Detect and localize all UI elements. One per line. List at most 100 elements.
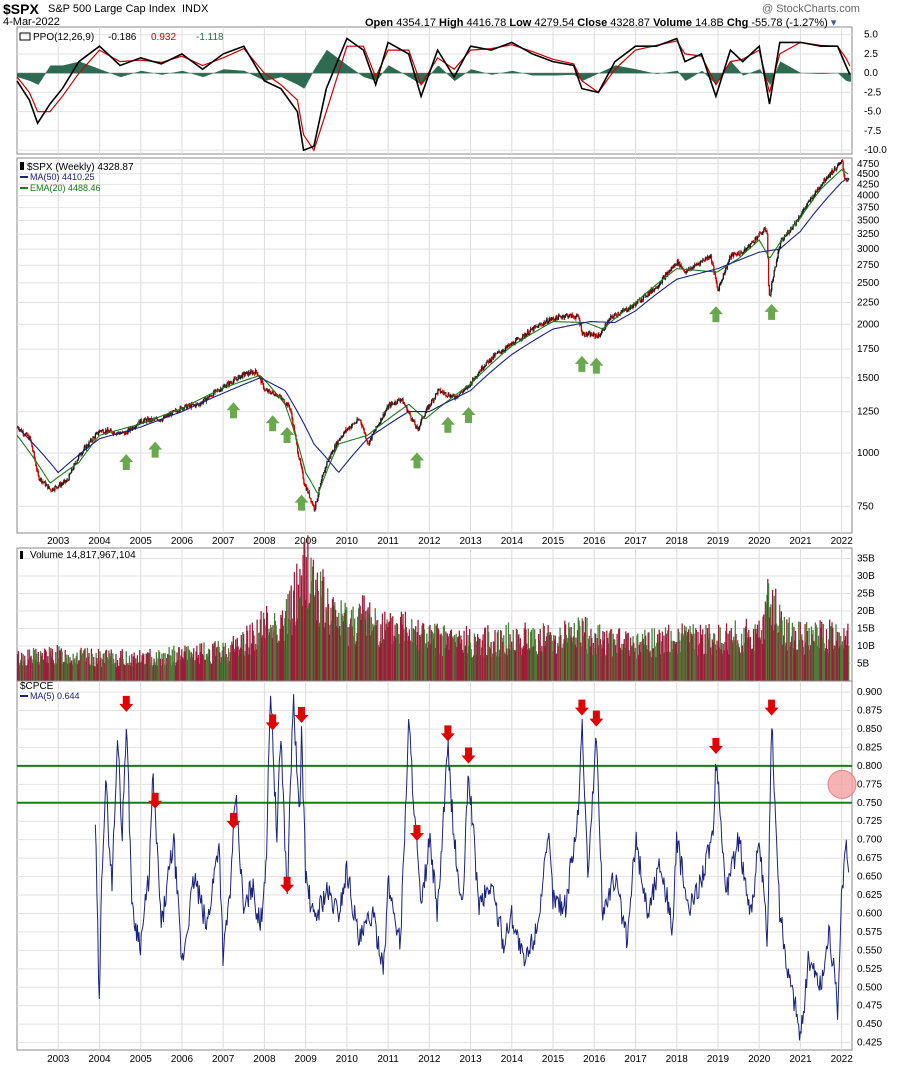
volume-bar xyxy=(286,634,288,681)
volume-bar xyxy=(701,635,703,681)
ppo-histogram-bar xyxy=(618,66,621,74)
price-candle-body xyxy=(514,340,517,345)
volume-bar xyxy=(53,664,55,681)
ppo-histogram-bar xyxy=(606,69,609,74)
ppo-histogram-bar xyxy=(798,71,800,74)
price-candle-body xyxy=(286,402,288,407)
price-candle-body xyxy=(729,256,732,258)
price-candle-body xyxy=(705,257,707,259)
ppo-histogram-bar xyxy=(447,73,449,75)
ppo-histogram-bar xyxy=(289,73,292,82)
ppo-histogram-bar xyxy=(113,73,116,75)
price-candle-body xyxy=(292,418,294,425)
price-candle-body xyxy=(328,456,330,460)
price-candle-body xyxy=(594,333,596,337)
price-candle-body xyxy=(357,419,360,421)
volume-bar xyxy=(52,660,54,681)
volume-bar xyxy=(673,641,675,681)
volume-bar xyxy=(397,634,399,681)
ppo-histogram-bar xyxy=(790,67,793,74)
price-candle-body xyxy=(639,299,641,302)
volume-bar xyxy=(362,609,365,681)
ppo-histogram-bar xyxy=(465,72,468,74)
ppo-histogram-bar xyxy=(472,69,475,74)
ppo-histogram-bar xyxy=(838,73,840,75)
volume-bar xyxy=(88,652,90,681)
volume-bar xyxy=(384,611,386,681)
volume-bar xyxy=(542,623,545,681)
volume-bar xyxy=(212,645,215,681)
volume-bar xyxy=(216,647,218,681)
price-candle-body xyxy=(316,498,319,502)
price-candle-body xyxy=(108,431,110,433)
volume-bar xyxy=(779,604,781,681)
volume-bar xyxy=(488,632,490,681)
ppo-histogram-bar xyxy=(823,73,825,74)
price-candle-body xyxy=(466,387,468,389)
ppo-histogram-bar xyxy=(135,72,138,74)
volume-bar xyxy=(353,636,355,681)
price-candle-body xyxy=(491,356,494,359)
price-candle-body xyxy=(574,317,576,319)
price-candle-body xyxy=(367,442,369,444)
price-candle-body xyxy=(174,409,177,411)
volume-bar xyxy=(400,616,402,681)
volume-bar xyxy=(411,619,413,681)
chevron-down-icon[interactable]: ▾ xyxy=(830,17,837,29)
ppo-histogram-bar xyxy=(744,73,746,75)
volume-bar xyxy=(382,639,384,681)
price-x-tick-label: 2005 xyxy=(130,536,153,547)
ppo-histogram-bar xyxy=(449,73,452,78)
price-candle-body xyxy=(392,403,394,405)
volume-bar xyxy=(55,652,57,681)
ppo-histogram-bar xyxy=(716,73,718,84)
ppo-histogram-bar xyxy=(76,62,78,74)
volume-bar xyxy=(614,639,616,681)
volume-bar xyxy=(352,606,354,681)
volume-bar xyxy=(162,659,164,681)
volume-bar xyxy=(203,642,205,681)
price-candle-body xyxy=(700,260,702,262)
volume-bar xyxy=(560,634,562,681)
volume-bar xyxy=(300,596,302,681)
ppo-histogram-bar xyxy=(24,73,26,80)
ppo-histogram-bar xyxy=(39,73,41,83)
price-candle-body xyxy=(69,473,71,475)
ppo-histogram-bar xyxy=(469,69,472,74)
ppo-histogram-bar xyxy=(612,66,614,74)
price-candle-body xyxy=(515,338,518,341)
price-candle-body xyxy=(477,373,480,376)
ohlc-readout: Open 4354.17 High 4416.78 Low 4279.54 Cl… xyxy=(365,16,836,29)
ppo-histogram-bar xyxy=(220,70,222,74)
volume-bar xyxy=(39,661,41,681)
volume-bar xyxy=(249,624,251,681)
volume-bar xyxy=(587,654,589,681)
volume-bar xyxy=(377,644,380,681)
ppo-histogram-bar xyxy=(702,72,705,74)
ppo-histogram-bar xyxy=(461,73,463,76)
price-candle-body xyxy=(709,256,711,258)
ppo-histogram-bar xyxy=(71,63,74,74)
price-candle-body xyxy=(507,344,509,348)
volume-bar xyxy=(766,594,768,681)
price-candle-body xyxy=(680,264,683,268)
green-up-arrow xyxy=(294,494,309,511)
ppo-histogram-bar xyxy=(491,73,494,75)
price-candle-body xyxy=(744,248,746,252)
volume-bar xyxy=(137,662,139,681)
ppo-legend-signal-value: 0.932 xyxy=(151,32,176,43)
volume-bar xyxy=(581,618,583,681)
volume-bar xyxy=(504,654,506,681)
ppo-histogram-bar xyxy=(816,73,818,74)
price-candle-body xyxy=(483,366,485,369)
price-candle-body xyxy=(391,402,393,404)
ppo-histogram-bar xyxy=(772,73,775,78)
price-tick-label: 4250 xyxy=(857,179,880,190)
price-candle-body xyxy=(296,444,299,453)
price-candle-body xyxy=(582,333,584,335)
volume-bar xyxy=(583,635,585,681)
price-candle-body xyxy=(530,328,533,330)
ppo-histogram-bar xyxy=(393,68,395,74)
ppo-histogram-bar xyxy=(767,73,770,83)
price-candle-body xyxy=(384,411,387,413)
